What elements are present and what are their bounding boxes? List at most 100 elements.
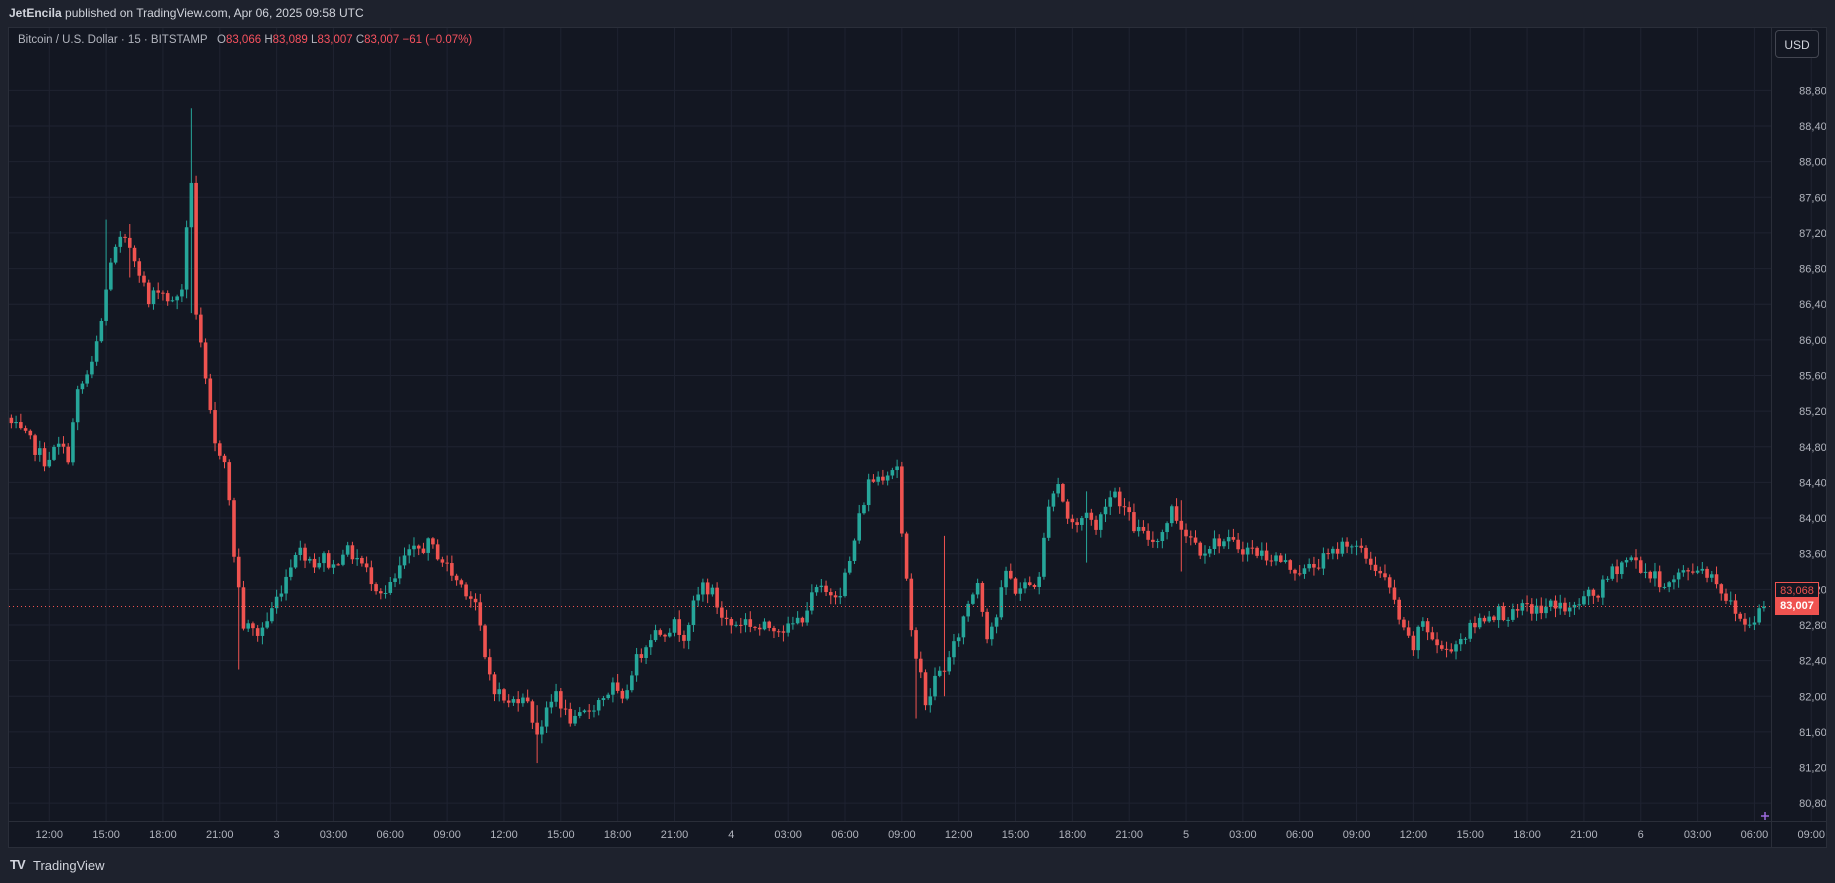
author-name[interactable]: JetEncila (9, 6, 62, 20)
candle-63 (307, 556, 312, 564)
candle-body (900, 466, 904, 534)
candle-55 (270, 602, 274, 624)
candle-body (1638, 560, 1643, 573)
candle-314 (1496, 603, 1501, 628)
candle-body (686, 624, 691, 641)
candle-body (440, 559, 445, 563)
candle-body (1231, 537, 1236, 540)
candle-214 (1023, 578, 1027, 594)
candle-body (554, 691, 558, 702)
candle-40 (199, 307, 203, 348)
candle-body (942, 670, 947, 672)
candle-body (1757, 608, 1761, 623)
candle-170 (814, 584, 819, 596)
candle-370 (1762, 600, 1766, 612)
candle-7 (42, 442, 47, 472)
candle-body (824, 585, 828, 593)
candle-body (435, 544, 440, 560)
candle-280 (1335, 542, 1340, 560)
candle-31 (156, 282, 161, 300)
candle-235 (1122, 498, 1127, 516)
candle-body (497, 689, 502, 695)
candle-body (369, 567, 374, 585)
candle-320 (1525, 595, 1529, 612)
candle-276 (1316, 558, 1321, 571)
candle-body (1605, 578, 1610, 580)
candle-359 (1709, 570, 1714, 583)
candle-body (33, 435, 37, 455)
candle-body (1080, 518, 1084, 525)
candle-body (1046, 506, 1051, 538)
candle-body (1402, 619, 1406, 628)
candle-body (236, 556, 241, 588)
candle-body (1236, 539, 1240, 550)
candle-28 (142, 271, 146, 287)
candle-body (469, 596, 473, 599)
candle-223 (1065, 499, 1070, 524)
candle-body (502, 689, 506, 701)
low-label: L (311, 34, 318, 46)
candle-324 (1544, 598, 1548, 619)
candle-body (1354, 545, 1359, 547)
candle-body (1165, 523, 1169, 533)
candle-234 (1117, 487, 1122, 514)
candle-body (336, 564, 340, 566)
candle-body (1492, 616, 1496, 621)
candle-44 (217, 440, 222, 460)
candle-body (1752, 622, 1757, 625)
candle-138 (663, 633, 667, 642)
tradingview-logo-icon[interactable]: TV (10, 857, 26, 872)
candle-251 (1198, 541, 1203, 560)
chart-frame[interactable]: 80,80081,20081,60082,00082,40082,80083,2… (8, 27, 1827, 848)
candle-body (75, 389, 80, 423)
candle-107 (516, 691, 520, 712)
candle-187 (895, 459, 899, 478)
open-value: 83,066 (225, 34, 262, 46)
candle-body (1184, 529, 1188, 537)
candle-body (805, 610, 809, 623)
candle-body (582, 710, 587, 713)
candle-body (1610, 566, 1615, 579)
symbol-label[interactable]: Bitcoin / U.S. Dollar · 15 · BITSTAMP (18, 34, 208, 46)
candle-body (1364, 547, 1368, 559)
time-tick-label-14: 06:00 (831, 829, 859, 841)
candle-225 (1075, 518, 1079, 533)
candle-13 (71, 418, 75, 466)
candle-254 (1212, 530, 1217, 555)
candle-149 (715, 582, 719, 614)
time-tick-label-16: 12:00 (945, 829, 973, 841)
currency-button[interactable]: USD (1775, 30, 1819, 58)
candle-body (1643, 571, 1648, 573)
time-tick-label-2: 18:00 (149, 829, 177, 841)
candle-body (165, 293, 170, 302)
candle-168 (805, 602, 809, 626)
candle-body (1027, 582, 1032, 586)
grid-layer (9, 28, 1812, 821)
candle-body (1160, 532, 1165, 542)
brand-name[interactable]: TradingView (33, 858, 105, 873)
candle-body (1170, 506, 1174, 524)
candle-body (146, 282, 151, 305)
time-tick-label-6: 06:00 (377, 829, 405, 841)
candlestick-chart[interactable]: 80,80081,20081,60082,00082,40082,80083,2… (9, 28, 1826, 847)
candle-357 (1700, 562, 1705, 574)
candle-body (1539, 605, 1544, 614)
time-tick-label-13: 03:00 (774, 829, 802, 841)
candle-body (549, 701, 554, 708)
candle-body (1709, 574, 1714, 578)
candle-333 (1586, 586, 1591, 606)
candle-body (781, 631, 786, 633)
candle-201 (961, 615, 966, 645)
candle-203 (971, 592, 975, 606)
high-value: 83,089 (272, 34, 308, 46)
candle-body (937, 670, 942, 676)
candle-body (1681, 570, 1686, 573)
candle-248 (1184, 523, 1188, 544)
candle-body (956, 637, 961, 642)
time-axis: 12:00 15:00 18:00 21:00 3 03:00 06:00 09:00 12:0… (9, 821, 1826, 841)
candle-body (601, 698, 606, 701)
candle-275 (1312, 556, 1316, 576)
candle-213 (1018, 582, 1023, 601)
candle-body (506, 700, 511, 703)
candle-220 (1051, 490, 1056, 512)
